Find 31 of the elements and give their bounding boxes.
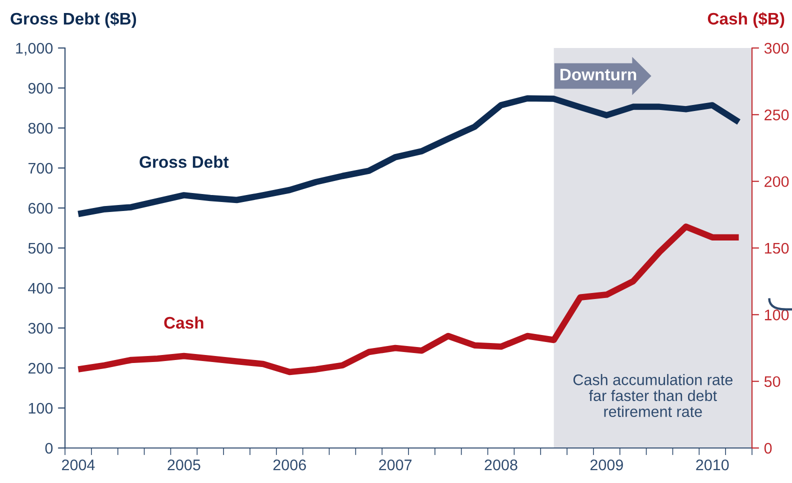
x-tick-label: 2010 <box>696 460 729 470</box>
y-tick-label: 400 <box>28 282 53 294</box>
y-tick-label: 800 <box>28 122 53 134</box>
y-tick-label: 100 <box>28 402 53 414</box>
y-tick-label: 0 <box>45 442 53 454</box>
y-tick-label: 500 <box>28 242 53 254</box>
y2-tick-label: 100 <box>764 310 789 320</box>
y2-tick-label: 300 <box>764 42 789 54</box>
x-tick-label: 2006 <box>273 460 306 470</box>
y2-tick-label: 250 <box>764 110 789 120</box>
y-tick-label: 1,000 <box>16 42 53 56</box>
band-label: Downturn <box>560 68 636 80</box>
y2-tick-label: 50 <box>764 376 780 388</box>
y-tick-label: 200 <box>28 362 53 374</box>
y2-tick-label: 0 <box>764 442 772 454</box>
y2-tick-label: 200 <box>764 176 789 188</box>
annotation: Cash accumulation rate far faster than debt retirement rate <box>573 374 732 418</box>
x-tick-label: 2008 <box>484 460 518 470</box>
y-axis-title: Gross Debt ($B) <box>10 12 136 28</box>
x-tick-label: 2009 <box>590 460 623 470</box>
y2-tick-label: 150 <box>764 242 789 254</box>
x-tick-label: 2007 <box>379 460 412 470</box>
series-label: Cash <box>164 316 204 329</box>
x-tick-label: 2005 <box>168 460 200 470</box>
y2-axis-title: Cash ($B) <box>708 12 784 28</box>
y-tick-label: 900 <box>28 82 53 94</box>
x-tick-label: 2004 <box>62 460 95 470</box>
y-tick-label: 300 <box>28 322 53 334</box>
series-label: Gross Debt <box>140 156 229 168</box>
y-tick-label: 600 <box>28 202 53 214</box>
y-tick-label: 700 <box>28 162 53 174</box>
